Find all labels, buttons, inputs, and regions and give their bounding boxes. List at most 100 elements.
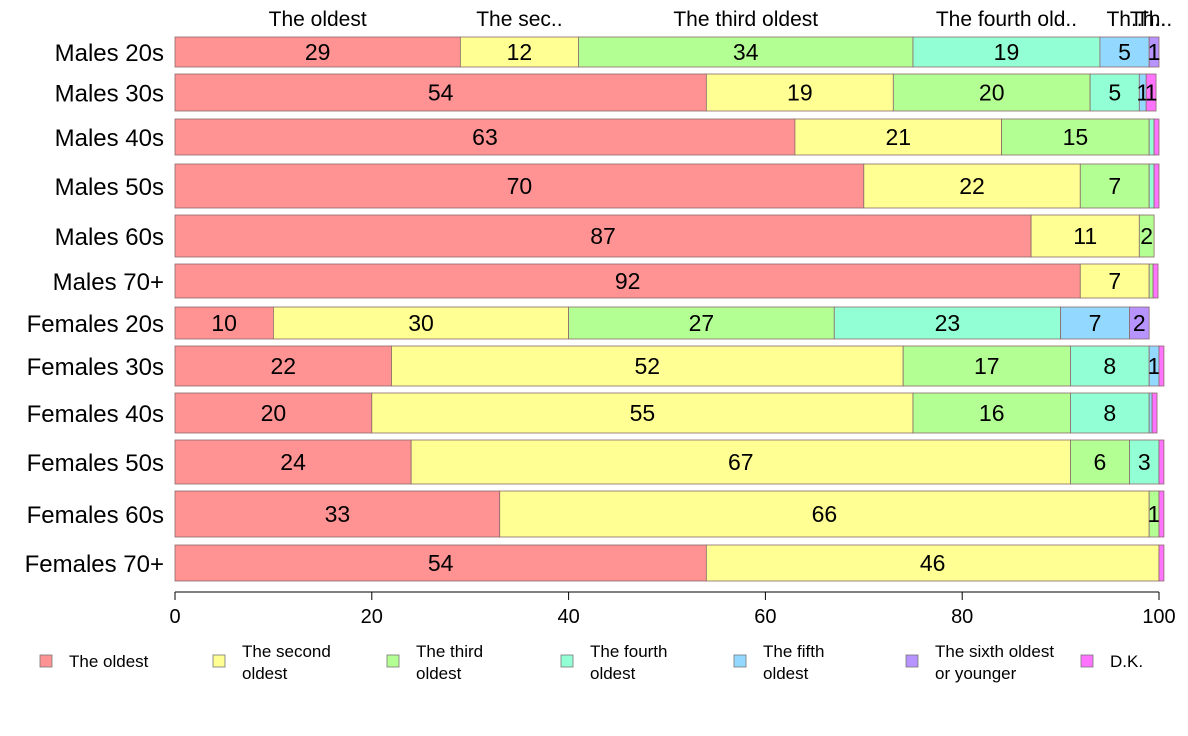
data-label: 15 (1063, 124, 1089, 150)
bar-segment (1148, 118, 1155, 156)
bar-segment (1158, 490, 1165, 538)
x-axis: 0 20 40 60 80 100 (169, 591, 1176, 628)
bar-segment (1138, 214, 1155, 258)
bar-segment (1145, 73, 1157, 112)
top-label: Th.. (1130, 8, 1166, 31)
bar-segment (1070, 345, 1150, 387)
bar-segment (410, 439, 1071, 485)
bar-segment (794, 118, 1002, 156)
data-label: 3 (1138, 449, 1151, 475)
bar-segment (1148, 36, 1160, 68)
bar-segment (1079, 163, 1150, 209)
x-tick-label: 20 (361, 606, 383, 628)
bar-segment (1148, 163, 1155, 209)
data-label: 70 (507, 173, 533, 199)
bar-segment (863, 163, 1081, 209)
data-label: 1 (1148, 501, 1161, 527)
data-label: 33 (325, 501, 351, 527)
bar-segment (174, 118, 796, 156)
category-label: Males 70+ (53, 269, 164, 296)
bar-segment (1001, 118, 1150, 156)
bar-segment (1070, 392, 1150, 434)
bar-segment (705, 544, 1160, 582)
data-label: 2 (1133, 310, 1146, 336)
data-label: 16 (979, 400, 1005, 426)
category-labels-group: Males 20s Males 30s Males 40s Males 50s Male… (25, 40, 164, 578)
legend-swatch (39, 654, 53, 668)
bar-segment (578, 36, 914, 68)
bar-segment (1158, 439, 1165, 485)
x-tick-label: 0 (169, 606, 180, 628)
x-tick-label: 40 (557, 606, 579, 628)
bar-segment (174, 544, 707, 582)
legend-label: The sixth oldest (935, 642, 1054, 661)
data-label: 5 (1118, 39, 1131, 65)
data-label: 30 (408, 310, 434, 336)
data-label: 54 (428, 550, 454, 576)
bar-segment (1148, 263, 1154, 299)
data-label: 1 (1145, 80, 1158, 106)
category-label: Males 30s (55, 81, 164, 108)
data-label: 21 (885, 124, 911, 150)
bar-segment (459, 36, 579, 68)
legend: The oldest The second oldest The third oldes… (39, 642, 1143, 683)
legend-swatch (560, 654, 574, 668)
top-label: The fourth old.. (936, 8, 1077, 31)
data-label: 10 (211, 310, 237, 336)
data-label: 8 (1103, 400, 1116, 426)
bar-segment (272, 306, 570, 340)
x-tick-label: 100 (1142, 606, 1175, 628)
legend-label: The fifth (763, 642, 824, 661)
bar-segment (705, 73, 894, 112)
data-label: 20 (979, 80, 1005, 106)
bar-segment (1153, 118, 1160, 156)
top-label: Th.. (1136, 8, 1172, 31)
data-label: 92 (615, 268, 641, 294)
data-label: 34 (733, 39, 759, 65)
legend-swatch (386, 654, 400, 668)
legend-label: The second (242, 642, 331, 661)
bar-segment (174, 490, 501, 538)
bar-segment (902, 345, 1071, 387)
top-label: The sec.. (476, 8, 562, 31)
data-label: 19 (994, 39, 1020, 65)
data-label: 17 (974, 353, 1000, 379)
category-label: Females 60s (27, 502, 164, 529)
bar-segment (1152, 263, 1159, 299)
bar-segment (1099, 36, 1150, 68)
category-label: Males 20s (55, 40, 164, 67)
bar-segment (1158, 345, 1165, 387)
data-label: 11 (1073, 223, 1097, 249)
bar-segment (174, 263, 1081, 299)
legend-label: oldest (416, 664, 462, 683)
data-label: 54 (428, 80, 454, 106)
x-tick-label: 60 (754, 606, 776, 628)
category-label: Males 60s (55, 224, 164, 251)
data-label: 12 (507, 39, 533, 65)
data-label: 67 (728, 449, 754, 475)
category-label: Females 30s (27, 354, 164, 381)
bar-segment (499, 490, 1150, 538)
data-label: 6 (1094, 449, 1107, 475)
legend-label: The fourth (590, 642, 668, 661)
legend-label: D.K. (1110, 652, 1143, 671)
legend-label: The third (416, 642, 483, 661)
data-label: 55 (630, 400, 656, 426)
bar-segment (1151, 392, 1158, 434)
bar-segment (174, 73, 707, 112)
category-label: Females 70+ (25, 551, 164, 578)
bar-segment (1030, 214, 1140, 258)
bar-segment (174, 392, 373, 434)
legend-swatch (1080, 654, 1094, 668)
data-label: 66 (812, 501, 838, 527)
data-label: 8 (1103, 353, 1116, 379)
bar-segment (391, 345, 904, 387)
category-label: Males 40s (55, 125, 164, 152)
data-label: 5 (1108, 80, 1121, 106)
bar-segment (568, 306, 835, 340)
bar-segment (174, 163, 865, 209)
data-label: 1 (1148, 39, 1161, 65)
data-label: 29 (305, 39, 331, 65)
